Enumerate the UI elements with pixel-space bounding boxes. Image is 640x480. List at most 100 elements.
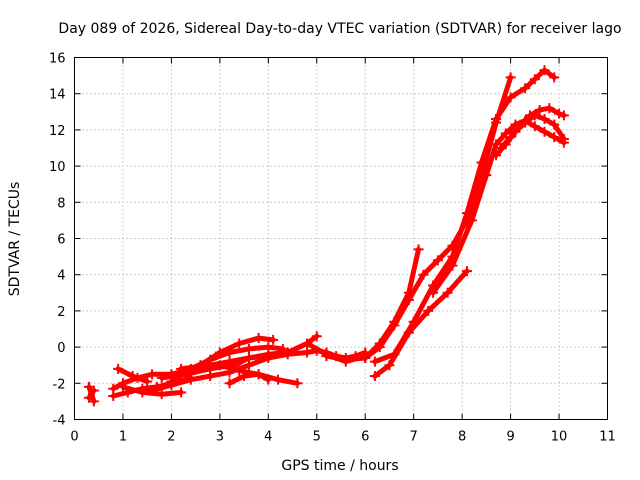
data-point-marker (481, 170, 492, 181)
data-point-marker (403, 295, 414, 306)
y-tick-label: 14 (49, 88, 66, 103)
series-trace (227, 371, 271, 386)
data-point-marker (476, 157, 487, 168)
series-trace (362, 74, 514, 361)
y-tick-label: -4 (53, 414, 66, 429)
x-tick-label: 5 (313, 430, 321, 445)
data-point-marker (156, 389, 167, 400)
data-point-marker (176, 363, 187, 374)
data-point-marker (113, 363, 124, 374)
series-sat-o (360, 72, 516, 363)
x-axis-label: GPS time / hours (281, 458, 398, 474)
data-point-marker (524, 110, 535, 121)
data-point-marker (234, 338, 245, 349)
data-point-marker (239, 371, 250, 382)
plot-frame (74, 57, 608, 420)
data-point-marker (147, 369, 158, 380)
data-point-marker (147, 385, 158, 396)
data-point-marker (117, 381, 128, 392)
series-sat-f (113, 363, 153, 387)
data-point-marker (544, 103, 555, 114)
data-point-marker (224, 378, 235, 389)
data-point-marker (84, 392, 95, 403)
data-point-marker (384, 360, 395, 371)
data-point-marker (108, 390, 119, 401)
data-series (84, 65, 569, 407)
data-point-marker (176, 387, 187, 398)
data-point-marker (253, 369, 264, 380)
data-point-marker (374, 342, 385, 353)
x-tick-label: 3 (216, 430, 224, 445)
data-point-marker (461, 208, 472, 219)
data-point-marker (520, 83, 531, 94)
y-tick-label: 6 (57, 233, 65, 248)
data-point-marker (413, 244, 424, 255)
data-point-marker (466, 215, 477, 226)
data-point-marker (549, 132, 560, 143)
data-point-marker (214, 360, 225, 371)
data-point-marker (263, 351, 274, 362)
series-sat-m (224, 369, 274, 389)
data-point-marker (273, 374, 284, 385)
data-point-marker (369, 356, 380, 367)
data-point-marker (534, 104, 545, 115)
data-point-marker (529, 74, 540, 85)
data-point-marker (243, 352, 254, 363)
y-tick-label: 12 (49, 124, 66, 139)
data-point-marker (142, 376, 153, 387)
data-point-marker (428, 287, 439, 298)
y-tick-label: 0 (57, 341, 65, 356)
data-point-marker (311, 331, 322, 342)
data-point-marker (554, 108, 565, 119)
data-point-marker (505, 92, 516, 103)
x-tick-label: 1 (119, 430, 127, 445)
series-sat-t (495, 103, 569, 153)
data-point-marker (515, 119, 526, 130)
series-trace (372, 268, 470, 379)
data-point-marker (268, 334, 279, 345)
data-point-marker (549, 119, 560, 130)
data-point-marker (282, 347, 293, 358)
data-point-marker (418, 269, 429, 280)
data-point-marker (205, 363, 216, 374)
data-point-marker (539, 65, 550, 76)
data-point-marker (447, 260, 458, 271)
grid-lines (74, 57, 608, 420)
series-sat-i (195, 333, 279, 371)
data-point-marker (403, 327, 414, 338)
y-tick-label: 16 (49, 52, 66, 67)
data-point-marker (539, 126, 550, 137)
data-point-marker (461, 266, 472, 277)
data-point-marker (127, 371, 138, 382)
x-tick-label: 2 (167, 430, 175, 445)
y-tick-label: 8 (57, 196, 65, 211)
data-point-marker (243, 343, 254, 354)
data-point-marker (234, 365, 245, 376)
data-point-marker (432, 255, 443, 266)
data-point-marker (491, 150, 502, 161)
data-point-marker (263, 374, 274, 385)
data-point-marker (529, 121, 540, 132)
data-point-marker (88, 385, 99, 396)
x-tick-label: 4 (264, 430, 272, 445)
data-point-marker (253, 333, 264, 344)
x-tick-label: 6 (361, 430, 369, 445)
data-point-marker (505, 72, 516, 83)
y-tick-label: 2 (57, 305, 65, 320)
y-axis-label: SDTVAR / TECUs (7, 182, 23, 297)
data-point-marker (185, 374, 196, 385)
data-point-marker (389, 320, 400, 331)
data-point-marker (442, 287, 453, 298)
y-tick-label: 4 (57, 269, 65, 284)
y-tick-label: 10 (49, 160, 66, 175)
y-tick-label: -2 (53, 377, 66, 392)
data-point-marker (558, 133, 569, 144)
data-point-marker (549, 72, 560, 83)
x-tick-label: 10 (551, 430, 568, 445)
data-point-marker (292, 378, 303, 389)
x-tick-label: 9 (506, 430, 514, 445)
data-point-marker (360, 352, 371, 363)
x-tick-label: 7 (410, 430, 418, 445)
data-point-marker (340, 354, 351, 365)
